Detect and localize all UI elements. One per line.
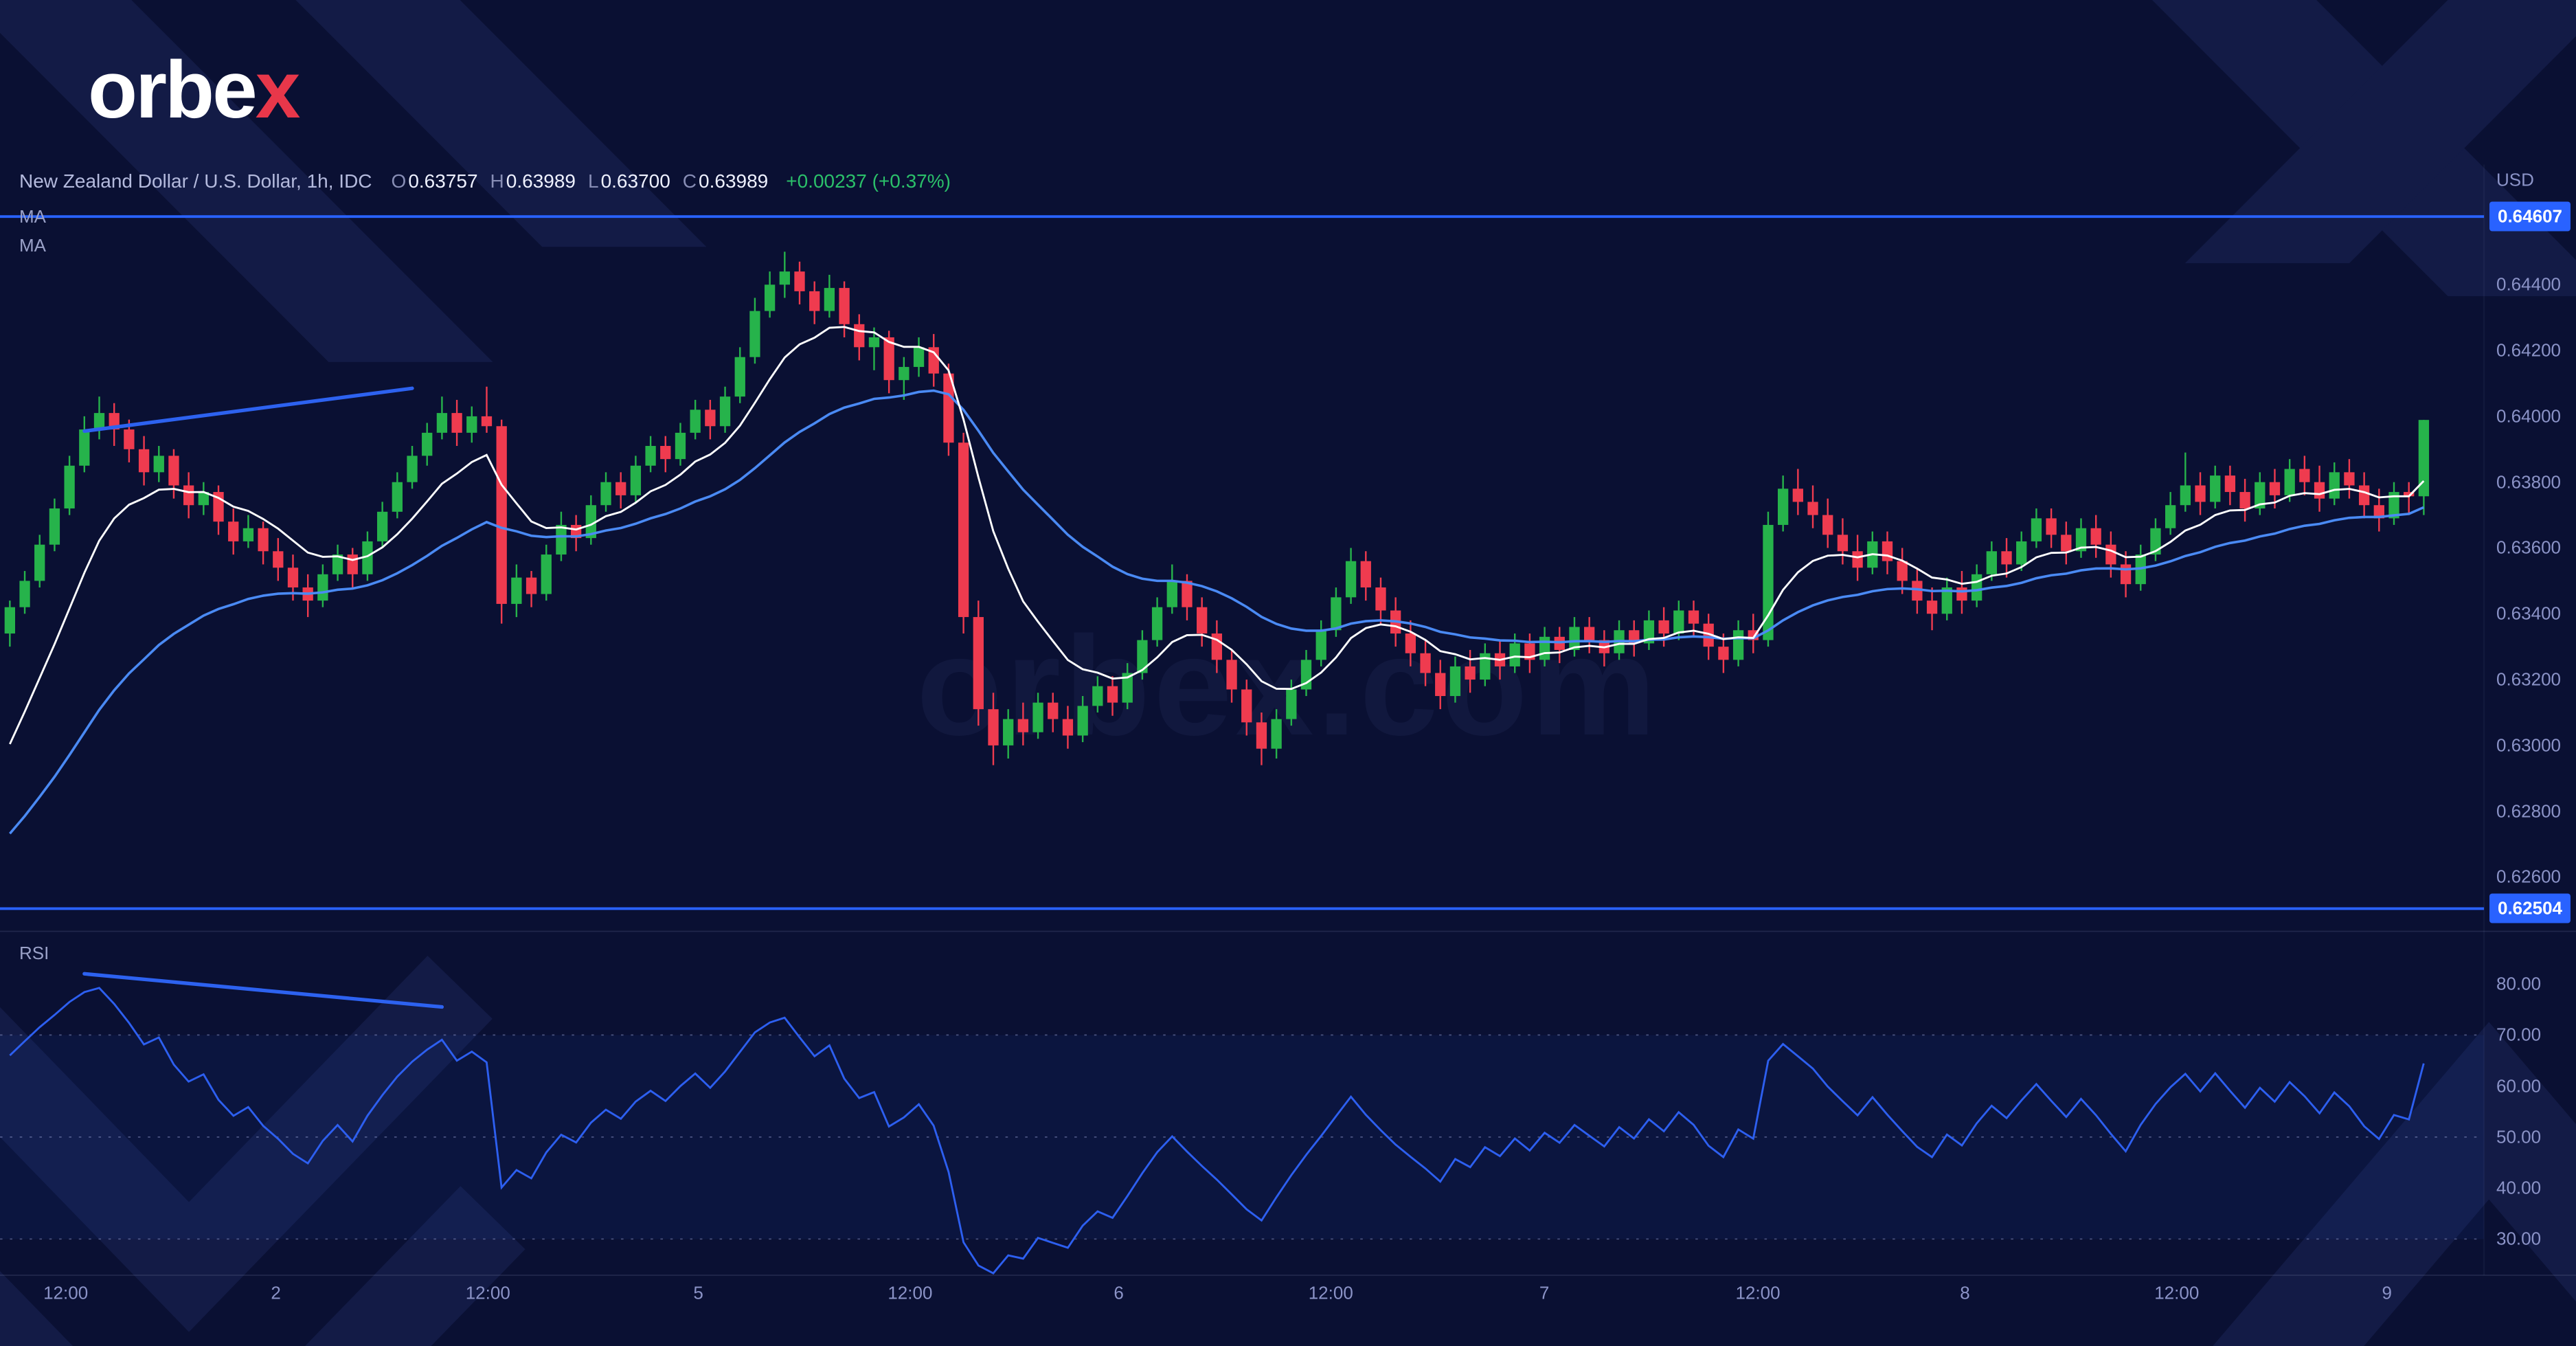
- time-tick-label: 12:00: [1308, 1282, 1353, 1303]
- high-value: 0.63989: [506, 170, 576, 192]
- high-label: H: [490, 170, 504, 192]
- time-tick-label: 8: [1960, 1282, 1970, 1303]
- time-tick-label: 5: [693, 1282, 703, 1303]
- time-tick-label: 9: [2382, 1282, 2392, 1303]
- price-tick-label: 0.63800: [2496, 471, 2561, 493]
- low-value: 0.63700: [600, 170, 670, 192]
- time-tick-label: 12:00: [1735, 1282, 1781, 1303]
- symbol-title[interactable]: New Zealand Dollar / U.S. Dollar, 1h, ID…: [19, 170, 372, 192]
- ohlc-high: H 0.63989: [490, 170, 576, 192]
- time-tick-label: 12:00: [43, 1282, 89, 1303]
- rsi-tick-label: 70.00: [2496, 1024, 2542, 1045]
- time-tick-label: 12:00: [2154, 1282, 2200, 1303]
- logo-text-orbe: orbe: [88, 45, 258, 135]
- orbex-logo[interactable]: orbex: [88, 49, 300, 131]
- trendlines[interactable]: [82, 386, 444, 1009]
- time-tick-label: 7: [1539, 1282, 1550, 1303]
- watermark: orbex.com: [916, 607, 1660, 765]
- price-tick-label: 0.63200: [2496, 669, 2561, 690]
- close-value: 0.63989: [699, 170, 769, 192]
- ohlc-open: O 0.63757: [392, 170, 478, 192]
- price-tick-label: 0.62600: [2496, 866, 2561, 887]
- ohlc-close: C 0.63989: [683, 170, 768, 192]
- rsi-line: [9, 987, 2425, 1275]
- rsi-tick-label: 80.00: [2496, 973, 2542, 994]
- logo-text-x: x: [255, 45, 301, 135]
- horizontal-level-lines[interactable]: [0, 215, 2485, 910]
- change-value: +0.00237 (+0.37%): [786, 170, 951, 192]
- ma-indicator-label-1[interactable]: MA: [19, 206, 46, 227]
- price-tick-label: 0.62800: [2496, 800, 2561, 822]
- price-tick-label: 0.64200: [2496, 339, 2561, 361]
- low-label: L: [587, 170, 599, 192]
- symbol-legend[interactable]: New Zealand Dollar / U.S. Dollar, 1h, ID…: [19, 170, 951, 192]
- background-decor-chevrons: [0, 956, 2576, 1346]
- rsi-tick-label: 50.00: [2496, 1126, 2542, 1147]
- price-tick-label: 0.63000: [2496, 734, 2561, 756]
- time-tick-label: 6: [1114, 1282, 1124, 1303]
- close-label: C: [682, 170, 697, 192]
- price-level-badge: 0.64607: [2489, 201, 2571, 232]
- price-tick-label: 0.64400: [2496, 273, 2561, 295]
- ma-fast-line: [9, 326, 2425, 745]
- rsi-tick-label: 30.00: [2496, 1228, 2542, 1249]
- open-value: 0.63757: [408, 170, 478, 192]
- background-decor-bands: [0, 0, 2576, 362]
- price-tick-label: 0.63400: [2496, 603, 2561, 624]
- ma-indicator-label-2[interactable]: MA: [19, 235, 46, 256]
- price-tick-label: 0.64000: [2496, 405, 2561, 427]
- rsi-tick-label: 40.00: [2496, 1177, 2542, 1198]
- time-tick-label: 2: [271, 1282, 281, 1303]
- candles-layer: [4, 251, 2430, 765]
- ma-slow-line: [8, 389, 2425, 835]
- currency-unit-label: USD: [2496, 169, 2534, 190]
- time-tick-label: 12:00: [888, 1282, 933, 1303]
- price-level-badge: 0.62504: [2489, 893, 2571, 923]
- price-tick-label: 0.63600: [2496, 537, 2561, 558]
- open-label: O: [391, 170, 407, 192]
- rsi-indicator-label[interactable]: RSI: [19, 943, 49, 963]
- rsi-tick-label: 60.00: [2496, 1075, 2542, 1097]
- time-tick-label: 12:00: [465, 1282, 510, 1303]
- ohlc-low: L 0.63700: [588, 170, 670, 192]
